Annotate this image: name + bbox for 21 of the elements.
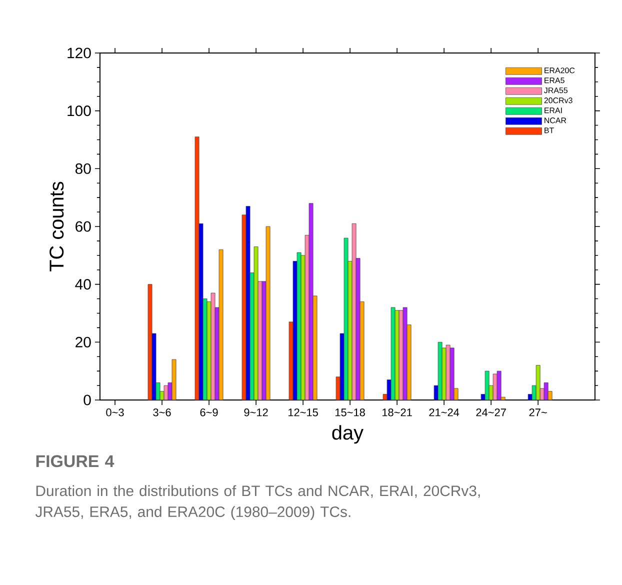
- y-tick-label: 100: [68, 106, 91, 116]
- x-tick-label: 3~6: [153, 408, 171, 416]
- x-tick-label: 21~24: [429, 408, 460, 416]
- y-axis-title: TC counts: [50, 182, 64, 272]
- x-tick-label: 27~: [529, 408, 547, 416]
- x-tick-label: 12~15: [288, 408, 318, 416]
- x-tick-label: 24~27: [476, 408, 506, 416]
- y-tick-label: 0: [84, 394, 91, 406]
- x-tick-label: 0~3: [106, 408, 124, 416]
- y-tick-label: 40: [75, 279, 91, 290]
- x-axis-title: day: [332, 425, 364, 444]
- x-tick-label: 6~9: [200, 408, 218, 416]
- y-tick-label: 20: [76, 336, 91, 348]
- text: Duration in the distributions of BT TCs and NCAR, ERAI, 20CRv3, JRA55, ERA5, and ERA20C (1980–2009) TCs.: [35, 485, 480, 520]
- x-tick-label: 9~12: [244, 408, 268, 416]
- y-tick-label: 60: [76, 221, 91, 232]
- x-tick-label: 15~18: [335, 408, 365, 416]
- y-tick-label: 80: [75, 163, 91, 174]
- x-tick-label: 18~21: [382, 408, 412, 416]
- text: FIGURE 4: [36, 455, 114, 468]
- y-tick-label: 120: [68, 48, 91, 58]
